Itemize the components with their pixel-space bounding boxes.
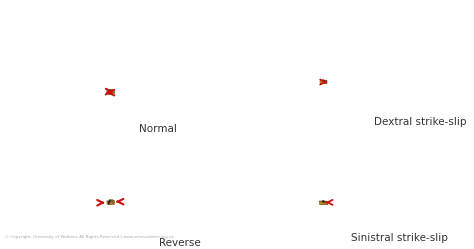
Polygon shape (107, 202, 111, 203)
Polygon shape (110, 200, 113, 201)
Polygon shape (327, 201, 328, 205)
Polygon shape (107, 201, 111, 202)
Polygon shape (110, 90, 114, 91)
Polygon shape (321, 201, 327, 204)
Text: © Copyright, University of Waikato. All Rights Reserved | www.sciencelearn.org.n: © Copyright, University of Waikato. All … (5, 236, 174, 240)
Polygon shape (107, 203, 111, 204)
Text: Sinistral strike-slip: Sinistral strike-slip (351, 233, 448, 243)
Polygon shape (107, 92, 111, 93)
Polygon shape (110, 201, 114, 202)
Text: Dextral strike-slip: Dextral strike-slip (374, 117, 466, 127)
Polygon shape (110, 92, 114, 93)
Polygon shape (109, 200, 110, 204)
Polygon shape (107, 91, 111, 92)
Polygon shape (107, 201, 110, 202)
Polygon shape (110, 91, 114, 92)
Polygon shape (113, 90, 114, 91)
Polygon shape (320, 81, 326, 83)
Polygon shape (320, 81, 326, 83)
Polygon shape (320, 80, 327, 81)
Polygon shape (110, 90, 113, 91)
Polygon shape (110, 201, 113, 202)
Polygon shape (319, 201, 325, 204)
Polygon shape (107, 202, 110, 203)
Polygon shape (107, 91, 111, 92)
Polygon shape (110, 93, 111, 95)
Polygon shape (107, 201, 111, 202)
Polygon shape (110, 200, 114, 201)
Polygon shape (113, 92, 114, 93)
Polygon shape (110, 201, 111, 203)
Polygon shape (107, 93, 110, 94)
Polygon shape (325, 201, 326, 204)
Polygon shape (110, 90, 114, 91)
Polygon shape (110, 200, 114, 201)
Text: Reverse: Reverse (159, 238, 201, 248)
Polygon shape (110, 202, 111, 204)
Polygon shape (107, 93, 111, 94)
Polygon shape (321, 201, 328, 202)
Polygon shape (320, 80, 326, 83)
Text: Normal: Normal (139, 124, 177, 134)
Polygon shape (110, 202, 113, 204)
Polygon shape (326, 80, 327, 83)
Polygon shape (110, 92, 111, 94)
Polygon shape (110, 203, 111, 205)
Polygon shape (107, 203, 110, 204)
Polygon shape (107, 92, 110, 93)
Polygon shape (113, 200, 114, 202)
Polygon shape (110, 91, 111, 93)
Polygon shape (110, 202, 114, 203)
Polygon shape (110, 91, 113, 92)
Polygon shape (321, 201, 327, 204)
Polygon shape (110, 90, 114, 91)
Polygon shape (326, 81, 327, 84)
Polygon shape (113, 201, 114, 203)
Polygon shape (113, 90, 114, 92)
Polygon shape (107, 91, 110, 92)
Polygon shape (113, 91, 114, 93)
Polygon shape (110, 92, 113, 93)
Polygon shape (113, 202, 114, 205)
